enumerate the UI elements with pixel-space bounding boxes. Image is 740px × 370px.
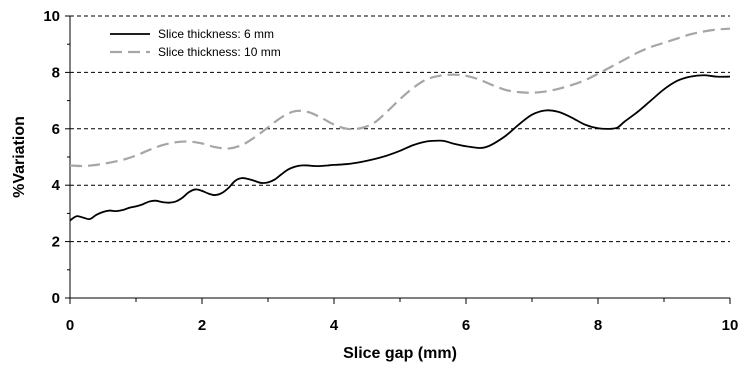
legend-label-1: Slice thickness: 6 mm (158, 27, 274, 41)
y-axis-title: %Variation (11, 116, 28, 198)
y-tick-label-2: 2 (52, 234, 60, 251)
series-line-2 (69, 27, 731, 168)
legend-label-2: Slice thickness: 10 mm (158, 45, 281, 59)
y-tick-label-0: 0 (52, 290, 60, 307)
y-tick-label-10: 10 (43, 8, 60, 25)
x-tick-label-10: 10 (722, 317, 739, 334)
y-tick-label-8: 8 (52, 64, 60, 81)
x-tick-label-6: 6 (462, 317, 470, 334)
x-tick-label-8: 8 (594, 317, 602, 334)
axes: 0 2 4 6 8 10 0 2 4 6 8 10 (43, 8, 738, 334)
x-tick-label-0: 0 (66, 317, 74, 334)
y-tick-label-6: 6 (52, 121, 60, 138)
gridlines (70, 15, 730, 243)
legend: Slice thickness: 6 mm Slice thickness: 10… (110, 27, 281, 59)
x-tick-label-2: 2 (198, 317, 206, 334)
x-axis-title: Slice gap (mm) (343, 345, 457, 362)
series-line-1 (69, 74, 731, 222)
y-tick-label-4: 4 (52, 177, 61, 194)
series-lines (69, 27, 731, 222)
x-tick-label-4: 4 (330, 317, 339, 334)
